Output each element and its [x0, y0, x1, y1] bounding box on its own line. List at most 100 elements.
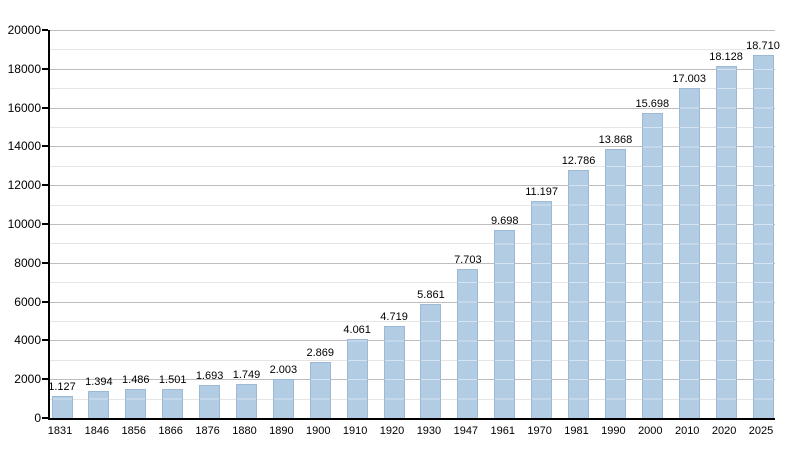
bar-value-label: 7.703: [454, 253, 482, 266]
y-tick-label: 0: [34, 411, 41, 425]
bar-value-label: 9.698: [490, 214, 519, 227]
y-tick-label: 2000: [14, 372, 41, 387]
y-tick-label: 20000: [7, 23, 41, 37]
bar-value-label: 12.786: [561, 154, 596, 167]
y-tick-label: 14000: [7, 139, 41, 154]
gridline-minor: [50, 398, 775, 400]
y-tick-mark: [42, 378, 48, 381]
bar: [531, 200, 553, 418]
gridline-major: [50, 185, 775, 187]
bar-value-label: 1.127: [48, 381, 76, 394]
bar-value-label: 18.710: [746, 40, 780, 53]
gridline-minor: [50, 359, 775, 361]
bar-value-label: 11.197: [525, 185, 559, 198]
gridline-major: [50, 107, 775, 109]
bar: [125, 389, 147, 418]
bar-value-label: 5.861: [417, 289, 445, 302]
bar-value-label: 1.693: [195, 370, 224, 383]
gridline-major: [50, 68, 775, 70]
y-tick-mark: [42, 29, 48, 31]
y-tick-label: 8000: [14, 255, 41, 270]
y-tick-mark: [42, 417, 48, 419]
x-tick-label: 2010: [674, 425, 700, 437]
gridline-minor: [50, 321, 775, 322]
y-tick-label: 4000: [14, 333, 41, 348]
y-tick-label: 12000: [7, 178, 41, 193]
gridline-minor: [50, 243, 775, 245]
bar-value-label: 4.061: [343, 324, 371, 337]
x-tick-label: 1880: [232, 425, 257, 437]
x-tick-label: 1890: [269, 425, 294, 437]
y-tick-label: 16000: [7, 100, 41, 115]
bar: [51, 396, 73, 418]
bar: [457, 268, 479, 418]
y-tick-mark: [42, 145, 48, 148]
bar-value-label: 15.698: [635, 98, 670, 111]
gridline-minor: [50, 282, 775, 284]
bar: [494, 229, 516, 418]
gridline-major: [50, 379, 775, 381]
x-tick-label: 1900: [306, 425, 331, 437]
bar-value-label: 1.749: [232, 369, 261, 382]
bar-value-label: 1.486: [122, 374, 150, 387]
gridline-minor: [50, 204, 775, 206]
plot-area: 1.127 1.394 1.486 1.501 1.693 1.749 2.003 2.869…: [48, 30, 780, 420]
bar: [272, 379, 294, 418]
gridline-minor: [50, 49, 775, 51]
gridline-major: [50, 146, 775, 148]
x-tick-label: 1947: [453, 425, 479, 437]
bar: [604, 148, 626, 418]
bar: [88, 390, 110, 418]
gridline-major: [50, 224, 775, 225]
bar-value-label: 13.868: [598, 133, 633, 146]
y-tick-label: 18000: [7, 61, 41, 76]
x-tick-label: 1866: [158, 425, 183, 437]
bar-value-label: 17.003: [672, 73, 707, 86]
y-tick-mark: [42, 261, 48, 264]
bar: [678, 88, 700, 418]
x-tick-label: 1930: [416, 425, 442, 437]
bar-value-label: 1.501: [158, 373, 187, 386]
gridline-minor: [50, 127, 775, 128]
x-tick-label: 2020: [711, 425, 737, 437]
bar: [199, 385, 221, 418]
x-tick-label: 1990: [601, 425, 626, 437]
y-tick-mark: [42, 223, 48, 225]
bar-value-label: 1.394: [85, 375, 113, 388]
gridline-major: [50, 262, 775, 264]
x-tick-label: 1876: [195, 425, 220, 437]
gridline-major: [50, 301, 775, 303]
x-tick-label: 1981: [564, 425, 589, 437]
bar: [641, 113, 663, 418]
bar-value-label: 18.128: [709, 51, 743, 64]
x-tick-label: 1920: [379, 425, 405, 437]
x-tick-label: 1831: [47, 425, 73, 437]
gridline-major: [50, 30, 775, 31]
gridline-minor: [50, 88, 775, 90]
x-tick-label: 2000: [638, 425, 663, 437]
bar: [383, 326, 405, 418]
bar: [309, 362, 331, 418]
bar: [162, 388, 184, 418]
bar-value-label: 4.719: [380, 311, 408, 324]
x-tick-label: 1961: [490, 425, 515, 437]
bar-value-label: 2.003: [269, 364, 298, 377]
bar: [346, 339, 368, 418]
y-tick-mark: [42, 184, 48, 187]
gridline-major: [50, 340, 775, 342]
bar: [752, 55, 774, 418]
bar: [420, 304, 442, 418]
x-tick-label: 1846: [84, 425, 110, 437]
bar: [235, 384, 257, 418]
y-tick-mark: [42, 300, 48, 303]
y-tick-mark: [42, 106, 48, 109]
x-tick-label: 2025: [748, 425, 774, 437]
bar: [568, 169, 590, 418]
x-tick-label: 1970: [527, 425, 552, 437]
x-tick-label: 1856: [121, 425, 147, 437]
y-tick-mark: [42, 67, 48, 70]
y-tick-label: 6000: [14, 294, 41, 309]
y-tick-label: 10000: [7, 217, 41, 231]
bar-value-label: 2.869: [306, 347, 335, 360]
